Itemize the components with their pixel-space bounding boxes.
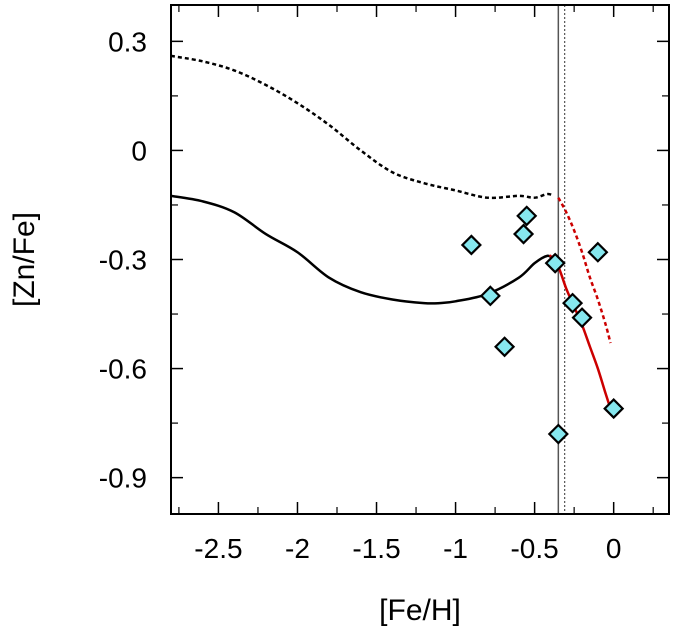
data-point	[547, 423, 569, 445]
x-tick-label: -1.5	[352, 533, 400, 564]
model-red-solid	[549, 254, 612, 410]
x-tick-label: -1	[443, 533, 468, 564]
x-tick-label: -2.5	[194, 533, 242, 564]
model-black-dashed	[171, 54, 555, 200]
data-point	[479, 285, 501, 307]
x-tick-label: 0	[606, 533, 622, 564]
x-tick-label: -0.5	[510, 533, 558, 564]
data-point	[603, 398, 625, 420]
model-red-dashed	[557, 197, 612, 344]
y-axis-title: [Zn/Fe]	[8, 212, 41, 307]
data-point	[494, 336, 516, 358]
data-point	[460, 234, 482, 256]
plot-area	[171, 5, 625, 514]
data-point	[587, 241, 609, 263]
tick-labels: -2.5 -2 -1.5 -1 -0.5 0 0.3 0 -0.3 -0.6 -0.9	[99, 26, 622, 564]
data-point	[544, 252, 566, 274]
y-tick-label: -0.6	[99, 354, 147, 385]
y-tick-label: -0.9	[99, 463, 147, 494]
plot-frame	[170, 4, 670, 515]
data-point	[512, 223, 535, 245]
axis-ticks	[171, 5, 669, 514]
y-tick-label: -0.3	[99, 245, 147, 276]
x-axis-title: [Fe/H]	[379, 594, 461, 627]
data-point	[571, 307, 593, 329]
y-tick-label: 0.3	[108, 26, 147, 57]
x-tick-label: -2	[285, 533, 310, 564]
model-black-solid	[171, 194, 555, 305]
data-point	[562, 292, 584, 314]
data-point	[516, 205, 538, 227]
y-tick-label: 0	[131, 135, 147, 166]
